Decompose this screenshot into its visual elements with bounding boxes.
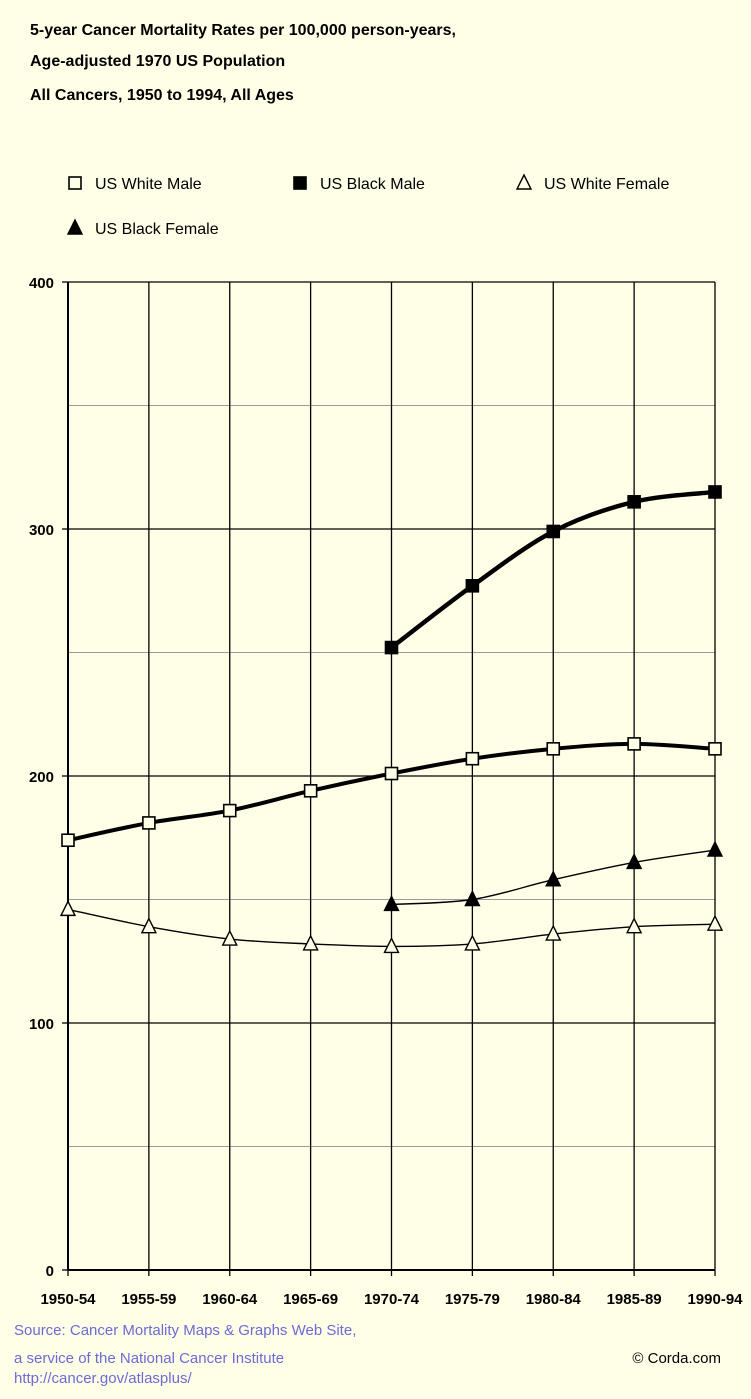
legend-label: US Black Male xyxy=(320,176,425,193)
legend-marker xyxy=(517,175,531,189)
y-tick-label: 0 xyxy=(46,1263,54,1280)
data-point xyxy=(708,842,722,856)
legend-label: US White Female xyxy=(544,176,669,193)
x-tick-label: 1975-79 xyxy=(445,1291,500,1308)
data-point xyxy=(547,525,559,537)
data-point xyxy=(628,738,640,750)
source-url: http://cancer.gov/atlasplus/ xyxy=(14,1370,192,1387)
data-point xyxy=(304,936,318,950)
data-point xyxy=(385,896,399,910)
y-tick-label: 400 xyxy=(29,275,54,292)
data-point xyxy=(224,805,236,817)
data-point xyxy=(709,743,721,755)
credit: © Corda.com xyxy=(632,1350,721,1367)
source-line-2: a service of the National Cancer Institu… xyxy=(14,1350,284,1367)
data-point xyxy=(627,919,641,933)
y-tick-label: 100 xyxy=(29,1016,54,1033)
legend-marker xyxy=(69,177,81,189)
data-point xyxy=(709,486,721,498)
legend-label: US White Male xyxy=(95,176,202,193)
x-tick-label: 1985-89 xyxy=(607,1291,662,1308)
x-tick-label: 1970-74 xyxy=(364,1291,420,1308)
data-point xyxy=(547,743,559,755)
x-tick-label: 1960-64 xyxy=(202,1291,258,1308)
data-point xyxy=(386,642,398,654)
y-tick-label: 200 xyxy=(29,769,54,786)
data-point xyxy=(305,785,317,797)
data-point xyxy=(708,916,722,930)
data-point xyxy=(61,901,75,915)
data-point xyxy=(628,496,640,508)
data-point xyxy=(386,768,398,780)
legend-marker xyxy=(294,177,306,189)
x-tick-label: 1955-59 xyxy=(121,1291,176,1308)
data-point xyxy=(62,834,74,846)
data-point xyxy=(385,938,399,952)
x-tick-label: 1990-94 xyxy=(687,1291,743,1308)
x-tick-label: 1965-69 xyxy=(283,1291,338,1308)
data-point xyxy=(466,580,478,592)
source-line-1: Source: Cancer Mortality Maps & Graphs W… xyxy=(14,1322,356,1339)
legend-marker xyxy=(68,220,82,234)
data-point xyxy=(143,817,155,829)
y-tick-label: 300 xyxy=(29,522,54,539)
x-tick-label: 1950-54 xyxy=(40,1291,96,1308)
x-tick-label: 1980-84 xyxy=(526,1291,582,1308)
data-point xyxy=(466,753,478,765)
legend-label: US Black Female xyxy=(95,221,219,238)
